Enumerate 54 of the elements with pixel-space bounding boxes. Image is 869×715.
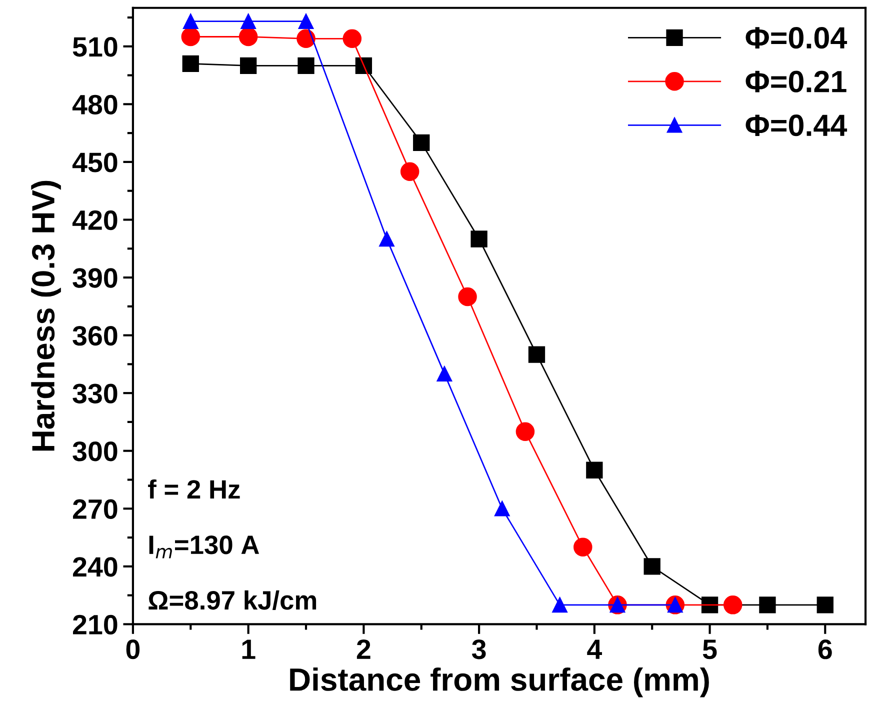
point bbox=[238, 27, 258, 46]
x-axis-title: Distance from surface (mm) bbox=[290, 667, 709, 698]
point bbox=[574, 538, 592, 557]
annotation: Ω=8.97 kJ/cm bbox=[148, 590, 316, 610]
y-tick-label: 300 bbox=[72, 442, 118, 462]
y-tick-label: 210 bbox=[72, 614, 118, 635]
annotation: I$_{m}$=130 A bbox=[149, 536, 260, 558]
point bbox=[379, 231, 394, 247]
point bbox=[759, 596, 776, 614]
y-tick-label: 270 bbox=[72, 499, 118, 519]
point bbox=[494, 500, 510, 516]
point bbox=[723, 596, 742, 614]
point bbox=[182, 55, 199, 72]
point bbox=[458, 287, 477, 306]
legend-label: Φ=0.44 bbox=[746, 114, 848, 136]
x-tick-label: 1 bbox=[242, 640, 256, 659]
annotation: f = 2 Hz bbox=[148, 479, 240, 499]
x-tick-label: 0 bbox=[126, 640, 140, 660]
y-tick-label: 510 bbox=[72, 37, 118, 57]
y-tick-label: 360 bbox=[72, 326, 118, 346]
x-tick-label: 3 bbox=[472, 640, 486, 660]
point bbox=[296, 29, 316, 48]
point bbox=[240, 57, 257, 74]
point bbox=[436, 366, 452, 382]
point bbox=[400, 162, 420, 181]
point bbox=[528, 346, 546, 363]
y-tick-label: 240 bbox=[72, 557, 118, 577]
point bbox=[355, 57, 372, 74]
legend-label: Φ=0.21 bbox=[746, 70, 846, 92]
point bbox=[240, 14, 256, 29]
point bbox=[586, 462, 603, 478]
y-tick-label: 420 bbox=[72, 210, 118, 230]
y-tick-label: 390 bbox=[72, 268, 118, 288]
point bbox=[183, 14, 198, 29]
y-tick-label: 450 bbox=[72, 152, 118, 172]
y-axis-title: Hardness (0.3 HV) bbox=[31, 180, 61, 451]
x-tick-label: 4 bbox=[587, 640, 602, 659]
point bbox=[644, 558, 660, 575]
point bbox=[413, 134, 430, 152]
point bbox=[298, 14, 314, 29]
point bbox=[701, 596, 718, 614]
point bbox=[552, 597, 568, 613]
point bbox=[342, 29, 362, 48]
point bbox=[181, 27, 200, 46]
x-tick-label: 2 bbox=[356, 640, 370, 659]
y-tick-label: 330 bbox=[72, 384, 118, 404]
point bbox=[816, 596, 834, 614]
x-tick-label: 5 bbox=[702, 640, 717, 660]
legend-label: Φ=0.04 bbox=[746, 27, 848, 49]
point bbox=[516, 422, 535, 441]
x-tick-label: 6 bbox=[818, 640, 832, 660]
point bbox=[298, 57, 314, 74]
y-tick-label: 480 bbox=[72, 94, 118, 115]
point bbox=[470, 230, 488, 248]
